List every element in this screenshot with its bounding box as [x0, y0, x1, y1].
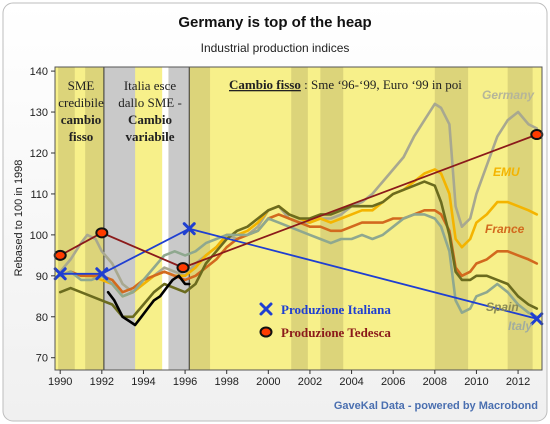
x-tick-label-1998: 1998: [214, 376, 238, 388]
series-line-black: [106, 274, 191, 327]
annotation-period1-line2: credibile: [58, 95, 104, 110]
tedesca-marker-2: [176, 262, 190, 274]
x-tick-label-2006: 2006: [381, 376, 405, 388]
annotation-period1: SME credibile cambio fisso: [58, 78, 104, 144]
overlay-lines: [53, 129, 544, 326]
legend-marker-tedesca: [259, 326, 273, 338]
y-tick-label-130: 130: [30, 107, 48, 119]
legend-marker-italiana: [259, 302, 273, 316]
annotation-period3: Cambio fisso : Sme ‘96-‘99, Euro ‘99 in …: [229, 77, 462, 92]
label-spain: Spain: [486, 300, 519, 314]
annotation-period3-bold: Cambio fisso: [229, 77, 301, 92]
italiana-marker-1: [95, 267, 109, 281]
annotation-period2-line4: variabile: [125, 129, 174, 144]
legend: Produzione Italiana Produzione Tedesca: [259, 302, 391, 340]
legend-label-tedesca: Produzione Tedesca: [281, 325, 391, 340]
italiana-marker-stroke-b: [53, 267, 67, 281]
annotation-period1-line4: fisso: [69, 129, 94, 144]
plot-border: [54, 66, 543, 371]
y-tick-label-80: 80: [36, 312, 48, 324]
x-tick-label-2012: 2012: [506, 376, 530, 388]
shaded-period-3: [168, 67, 190, 370]
overlay-line-1: [59, 133, 538, 269]
y-tick-label-110: 110: [30, 189, 48, 201]
y-axis: 70 80 90 100 110 120 130 140: [30, 66, 55, 365]
tedesca-marker-0: [53, 249, 67, 261]
series-line-spain: [58, 180, 539, 319]
tedesca-marker-3: [530, 129, 544, 141]
inline-series-labels: Germany EMU France Spain Italy: [482, 88, 535, 333]
annotation-period2-line3: Cambio: [128, 112, 172, 127]
legend-label-italiana: Produzione Italiana: [281, 302, 391, 317]
x-tick-label-1990: 1990: [48, 376, 72, 388]
y-tick-label-100: 100: [30, 230, 48, 242]
label-france: France: [485, 222, 525, 236]
tedesca-marker-1: [95, 227, 109, 239]
x-tick-label-2000: 2000: [256, 376, 280, 388]
italiana-marker-3: [530, 312, 544, 326]
shaded-period-4: [189, 67, 211, 370]
italiana-marker-stroke-b: [530, 312, 544, 326]
annotation-period3-rest: : Sme ‘96-‘99, Euro ‘99 in poi: [301, 77, 462, 92]
shaded-period-1: [85, 67, 104, 370]
series-line-italy: [58, 213, 539, 319]
series-line-emu: [58, 168, 539, 298]
annotation-period1-line1: SME: [68, 78, 95, 93]
x-tick-label-2008: 2008: [423, 376, 447, 388]
italiana-marker-0: [53, 267, 67, 281]
x-tick-label-1992: 1992: [90, 376, 114, 388]
x-tick-label-1996: 1996: [173, 376, 197, 388]
italiana-marker-stroke-b: [95, 267, 109, 281]
y-tick-label-140: 140: [30, 66, 48, 78]
chart-title: Germany is top of the heap: [178, 14, 371, 31]
annotation-period2: Italia esce dallo SME - Cambio variabile: [118, 78, 182, 144]
series-lines: [58, 102, 539, 327]
label-germany: Germany: [482, 88, 535, 102]
annotation-period1-line3: cambio: [61, 112, 101, 127]
y-tick-label-90: 90: [36, 271, 48, 283]
y-tick-label-70: 70: [36, 353, 48, 365]
shaded-period-2: [103, 67, 136, 370]
label-emu: EMU: [493, 165, 520, 179]
chart-subtitle: Industrial production indices: [201, 41, 350, 55]
source-note: GaveKal Data - powered by Macrobond: [334, 400, 538, 412]
italiana-marker-stroke-b: [182, 222, 196, 236]
y-axis-label: Rebased to 100 in 1998: [13, 160, 25, 277]
x-tick-label-2010: 2010: [464, 376, 488, 388]
x-tick-label-2004: 2004: [339, 376, 363, 388]
x-tick-label-2002: 2002: [298, 376, 322, 388]
shaded-period-7: [434, 67, 469, 370]
annotation-period2-line1: Italia esce: [124, 78, 177, 93]
annotation-period2-line2: dallo SME -: [118, 95, 182, 110]
shaded-period-0: [58, 67, 75, 370]
shaded-period-gap: [162, 67, 169, 370]
italiana-marker-2: [182, 222, 196, 236]
x-axis: 1990 1992 1994 1996 1998 2000 2002 2004 2006 2008…: [48, 370, 530, 388]
y-tick-label-120: 120: [30, 148, 48, 160]
label-italy: Italy: [508, 319, 533, 333]
x-tick-label-1994: 1994: [131, 376, 155, 388]
